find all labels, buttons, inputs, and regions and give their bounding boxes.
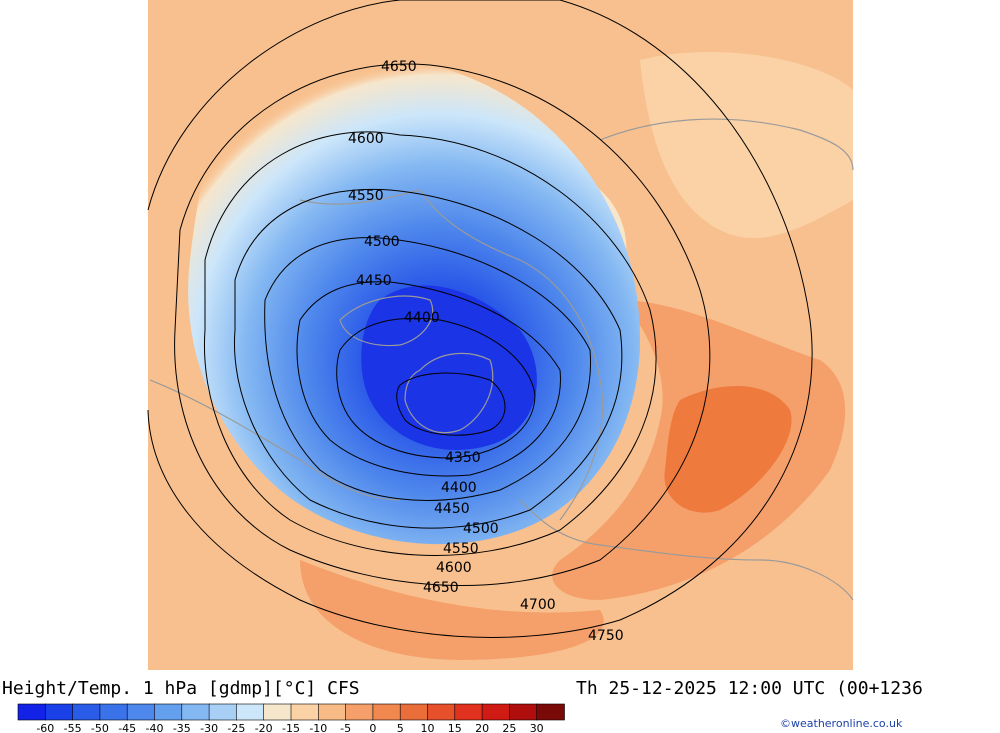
colorbar-swatch (345, 703, 374, 721)
colorbar-swatch (372, 703, 401, 721)
colorbar-swatch (536, 703, 565, 721)
warm-south (300, 560, 604, 660)
contour-label-4350: 4350 (445, 450, 481, 466)
temperature-colorbar: -60 -55 -50 -45 -40 -35 -30 -25 -20 -15 -10 -5 0 5 10 1… (17, 703, 565, 733)
colorbar-tick-label: 10 (421, 722, 435, 733)
colorbar-swatch (263, 703, 292, 721)
contour-label-4700: 4700 (520, 597, 556, 613)
colorbar-swatch (481, 703, 511, 721)
colorbar-tick-label: -5 (340, 722, 351, 733)
light-warm-patch (640, 51, 853, 239)
colorbar-swatch (236, 703, 265, 721)
colorbar-tick-label: -10 (309, 722, 327, 733)
cold-core (361, 285, 537, 450)
contour-label-4550-bottom: 4550 (443, 541, 479, 557)
credit-link[interactable]: ©weatheronline.co.uk (780, 717, 903, 730)
colorbar-swatch (17, 703, 47, 721)
colorbar-swatch (99, 703, 129, 721)
colorbar-tick-label: 25 (502, 722, 516, 733)
colorbar-swatch (72, 703, 101, 721)
colorbar-tick-label: 30 (530, 722, 544, 733)
contour-label-4550-top: 4550 (348, 188, 384, 204)
colorbar-swatch (154, 703, 183, 721)
map-title: Height/Temp. 1 hPa [gdmp][°C] CFS (2, 678, 360, 699)
contour-label-4750: 4750 (588, 628, 624, 644)
colorbar-tick-label: -55 (64, 722, 82, 733)
colorbar-tick-label: 5 (397, 722, 404, 733)
colorbar-swatch (427, 703, 456, 721)
contour-label-4500-top: 4500 (364, 234, 400, 250)
colorbar-swatch (290, 703, 320, 721)
colorbar-swatch (44, 703, 74, 721)
colorbar-swatch (126, 703, 156, 721)
warm-core (664, 386, 792, 513)
contour-label-4450-top: 4450 (356, 273, 392, 289)
height-contours (147, 0, 813, 638)
colorbar-tick-label: -45 (118, 722, 136, 733)
colorbar-tick-label: 15 (448, 722, 462, 733)
contour-label-4600-top: 4600 (348, 131, 384, 147)
contour-label-4650-bottom: 4650 (423, 580, 459, 596)
colorbar-tick-label: -25 (227, 722, 245, 733)
colorbar-swatch (317, 703, 347, 721)
colorbar-tick-label: -20 (255, 722, 273, 733)
colorbar-tick-label: -40 (146, 722, 164, 733)
colorbar-swatch (509, 703, 538, 721)
contour-label-4450-bottom: 4450 (434, 501, 470, 517)
height-temperature-map: 4650 4600 4550 4500 4450 4400 4350 4400 … (147, 0, 854, 670)
colorbar-tick-label: -50 (91, 722, 109, 733)
colorbar-tick-label: -15 (282, 722, 300, 733)
contour-label-4650-top: 4650 (381, 59, 417, 75)
colorbar-tick-label: 0 (369, 722, 376, 733)
colorbar-swatch (399, 703, 429, 721)
contour-label-4400-mid: 4400 (404, 310, 440, 326)
contour-label-4400-bottom: 4400 (441, 480, 477, 496)
contour-label-4600-bottom: 4600 (436, 560, 472, 576)
colorbar-swatch (208, 703, 238, 721)
colorbar-tick-label: -35 (173, 722, 191, 733)
colorbar-swatch (454, 703, 483, 721)
colorbar-tick-label: 20 (475, 722, 489, 733)
contour-label-4500-bottom: 4500 (463, 521, 499, 537)
valid-time: Th 25-12-2025 12:00 UTC (00+1236 (576, 678, 923, 699)
colorbar-tick-label: -30 (200, 722, 218, 733)
colorbar-swatch (181, 703, 210, 721)
colorbar-tick-label: -60 (36, 722, 54, 733)
